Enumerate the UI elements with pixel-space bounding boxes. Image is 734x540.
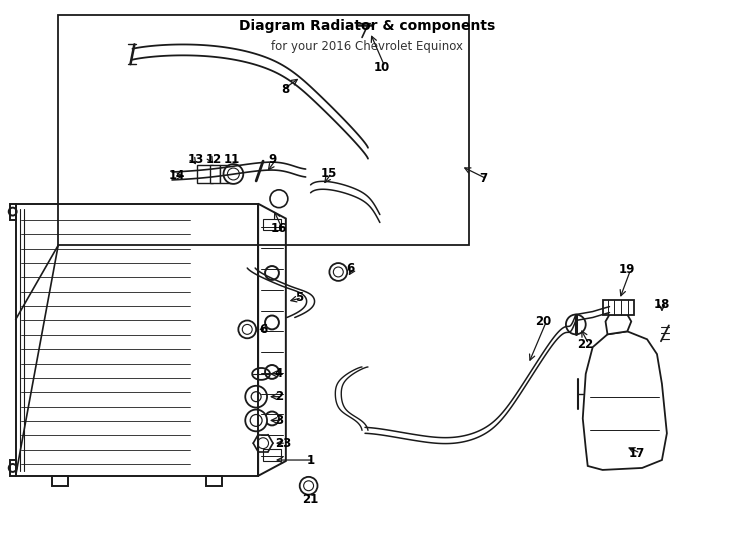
- Text: 4: 4: [275, 367, 283, 380]
- Circle shape: [265, 315, 279, 329]
- Circle shape: [265, 365, 279, 379]
- Text: 6: 6: [346, 261, 355, 274]
- Text: 18: 18: [654, 298, 670, 311]
- Text: 21: 21: [302, 493, 319, 506]
- Circle shape: [265, 411, 279, 426]
- Circle shape: [299, 477, 318, 495]
- Polygon shape: [206, 476, 222, 486]
- Polygon shape: [10, 460, 15, 476]
- Bar: [263, 219, 281, 231]
- Polygon shape: [583, 332, 667, 470]
- Text: 22: 22: [578, 338, 594, 350]
- Text: 1: 1: [307, 454, 315, 467]
- Text: 20: 20: [535, 315, 551, 328]
- Text: 16: 16: [271, 222, 287, 235]
- Circle shape: [239, 320, 256, 338]
- Text: 19: 19: [619, 264, 636, 276]
- Circle shape: [223, 164, 243, 184]
- Text: 14: 14: [169, 170, 185, 183]
- Circle shape: [330, 263, 347, 281]
- Text: 13: 13: [188, 153, 204, 166]
- Bar: [219, 165, 231, 183]
- Text: 6: 6: [259, 323, 267, 336]
- Text: 17: 17: [629, 447, 645, 460]
- Text: 12: 12: [206, 153, 222, 166]
- Text: 7: 7: [480, 172, 488, 185]
- Bar: [197, 165, 213, 183]
- Text: 15: 15: [320, 166, 337, 179]
- Circle shape: [265, 266, 279, 280]
- Circle shape: [245, 386, 267, 408]
- Text: 8: 8: [282, 83, 290, 96]
- Circle shape: [245, 409, 267, 431]
- Bar: [603, 300, 634, 314]
- Bar: [210, 165, 219, 183]
- Text: 23: 23: [275, 437, 291, 450]
- Polygon shape: [52, 476, 68, 486]
- Text: 5: 5: [294, 291, 303, 304]
- Polygon shape: [10, 204, 15, 220]
- Bar: [263, 449, 281, 461]
- Text: 9: 9: [269, 153, 277, 166]
- Circle shape: [270, 190, 288, 208]
- Text: 10: 10: [374, 60, 390, 73]
- Text: Diagram Radiator & components: Diagram Radiator & components: [239, 19, 495, 33]
- Text: 11: 11: [223, 153, 239, 166]
- Text: for your 2016 Chevrolet Equinox: for your 2016 Chevrolet Equinox: [271, 40, 463, 53]
- Circle shape: [566, 314, 586, 334]
- Text: 2: 2: [275, 390, 283, 403]
- Polygon shape: [606, 314, 631, 334]
- Text: 3: 3: [275, 414, 283, 427]
